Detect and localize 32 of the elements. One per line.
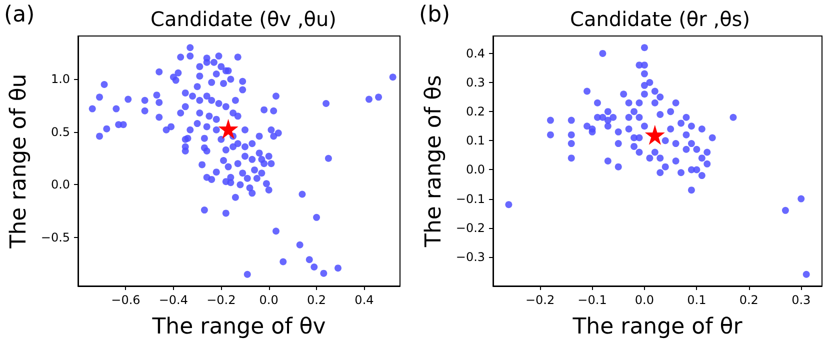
- y-tick-label: 0.0: [466, 162, 486, 177]
- x-tick-label: −0.2: [206, 293, 236, 307]
- y-tick-label: −0.1: [456, 192, 486, 206]
- x-tick-label: −0.6: [111, 293, 140, 307]
- x-tick-label: −0.1: [578, 293, 607, 307]
- y-tick-label: 0.4: [466, 46, 486, 60]
- y-tick-label: 1.0: [50, 72, 70, 86]
- y-axis-title: The range of θs: [422, 75, 446, 248]
- x-tick-label: 0.1: [687, 293, 706, 307]
- y-tick-label: 0.1: [466, 134, 486, 148]
- y-tick-label: 0.3: [466, 76, 486, 90]
- x-tick-label: 0.2: [739, 293, 758, 307]
- y-axis-title: The range of θu: [6, 74, 32, 250]
- x-tick-label: 0.2: [306, 293, 326, 307]
- chart-title: Candidate (θv ,θu): [150, 7, 336, 31]
- x-tick-label: 0.0: [634, 293, 654, 307]
- y-tick-label: 0.5: [50, 124, 70, 139]
- x-axis-title: The range of θr: [572, 314, 744, 340]
- x-tick-label: 0.0: [259, 293, 278, 307]
- text: (b): [419, 2, 450, 28]
- x-axis-title: The range of θv: [151, 314, 326, 340]
- x-tick-label: 0.4: [354, 293, 374, 307]
- y-tick-label: 0.0: [50, 178, 70, 192]
- y-tick-label: −0.3: [456, 250, 486, 264]
- chart-title: Candidate (θr ,θs): [570, 7, 750, 31]
- y-tick-label: −0.5: [40, 230, 70, 244]
- y-tick-label: 0.2: [466, 104, 486, 119]
- x-tick-label: −0.2: [525, 293, 555, 307]
- y-tick-label: −0.2: [456, 220, 486, 235]
- text: (a): [4, 2, 35, 28]
- x-tick-label: −0.4: [158, 293, 188, 307]
- x-tick-label: 0.3: [792, 293, 811, 307]
